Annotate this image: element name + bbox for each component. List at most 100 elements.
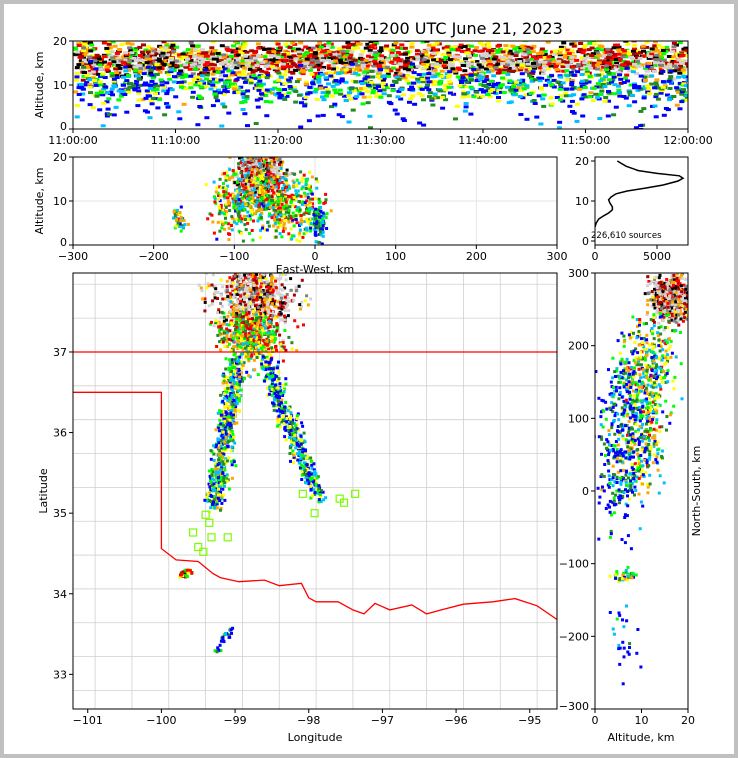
lma-source-cell [274, 196, 278, 200]
lma-source-cell [262, 204, 266, 208]
lma-source-cell [287, 45, 293, 49]
lma-source-cell [495, 62, 501, 66]
lma-source-cell [330, 84, 336, 88]
lma-source-cell [653, 46, 659, 50]
lma-source-cell [254, 168, 258, 172]
lma-source-cell [354, 67, 360, 71]
lma-source-cell [260, 164, 264, 168]
lma-source-cell [627, 65, 633, 69]
lma-source-cell [417, 85, 423, 89]
lma-source-cell [188, 86, 194, 90]
lma-source-cell [198, 57, 204, 61]
lma-source-cell [177, 217, 181, 221]
lma-source-cell [646, 56, 652, 60]
lma-source-cell [242, 179, 246, 183]
lma-source-cell [270, 181, 274, 185]
lma-source-cell [244, 179, 248, 183]
lma-source-cell [81, 42, 87, 46]
lma-source-cell [542, 56, 548, 60]
lma-source-cell [586, 53, 592, 56]
lma-source-cell [127, 58, 133, 62]
lma-source-cell [284, 216, 288, 219]
lma-source-cell [343, 53, 349, 57]
lma-source-cell [627, 52, 632, 56]
lma-source-cell [588, 91, 594, 95]
lma-source-cell [554, 63, 560, 67]
lma-source-cell [560, 65, 566, 69]
lma-source-cell [237, 167, 241, 170]
lma-source-cell [380, 58, 386, 62]
lma-source-cell [645, 65, 651, 69]
lma-source-cell [218, 78, 224, 82]
lma-source-cell [94, 91, 100, 95]
lma-source-cell [80, 92, 86, 96]
lma-source-cell [74, 71, 80, 75]
lma-source-cell [309, 58, 315, 62]
lma-source-cell [301, 200, 305, 204]
lma-source-cell [318, 86, 324, 90]
lma-source-cell [178, 83, 184, 87]
lma-source-cell [390, 89, 396, 92]
lma-source-cell [330, 71, 336, 75]
lma-source-cell [487, 95, 493, 99]
lma-source-cell [548, 96, 554, 100]
lma-source-cell [264, 76, 270, 80]
lma-source-cell [410, 87, 416, 91]
lma-source-cell [553, 65, 559, 69]
lma-source-cell [641, 54, 647, 58]
lma-source-cell [220, 211, 224, 215]
lma-source-cell [470, 53, 476, 57]
lma-source-cell [348, 89, 354, 93]
lma-source-cell [204, 61, 210, 65]
lma-source-cell [293, 90, 299, 93]
lma-source-cell [291, 179, 295, 183]
lma-source-cell [424, 86, 430, 90]
lma-source-cell [132, 65, 138, 69]
lma-source-cell [140, 53, 146, 57]
x-tick-label: 11:50:00 [561, 134, 610, 147]
lma-source-cell [278, 162, 281, 166]
lma-source-cell [190, 72, 196, 76]
lma-source-cell [360, 63, 366, 67]
lma-source-cell [221, 53, 227, 57]
lma-source-cell [294, 189, 298, 193]
lma-source-cell [427, 95, 432, 99]
lma-source-cell [515, 63, 521, 67]
lma-source-cell [320, 113, 326, 117]
lma-source-cell [74, 66, 80, 70]
lma-source-cell [449, 63, 455, 67]
lma-source-cell [217, 320, 221, 324]
lma-source-cell [246, 171, 250, 175]
lma-source-cell [377, 89, 383, 93]
lma-source-cell [222, 190, 226, 194]
lma-source-cell [605, 114, 611, 118]
lma-source-cell [239, 220, 243, 224]
lma-source-cell [188, 54, 194, 58]
lma-source-cell [473, 46, 479, 50]
lma-source-cell [585, 55, 591, 59]
lma-source-cell [323, 200, 327, 204]
lma-source-cell [148, 87, 154, 90]
lma-source-cell [574, 119, 580, 123]
lma-source-cell [463, 85, 469, 89]
lma-source-cell [431, 58, 437, 62]
lma-source-cell [636, 62, 642, 66]
lma-source-cell [81, 65, 87, 69]
lma-source-cell [305, 178, 309, 182]
lma-source-cell [564, 87, 569, 91]
lma-source-cell [200, 60, 206, 63]
lma-source-cell [255, 201, 259, 205]
lma-source-cell [293, 68, 299, 72]
lma-source-cell [567, 104, 573, 108]
lma-source-cell [667, 87, 673, 90]
lma-source-cell [630, 94, 635, 97]
lma-source-cell [511, 66, 517, 70]
lma-source-cell [228, 193, 232, 197]
lma-source-cell [302, 232, 306, 236]
lma-source-cell [306, 54, 312, 58]
lma-source-cell [604, 68, 609, 72]
lma-source-cell [148, 99, 154, 103]
lma-source-cell [386, 94, 392, 98]
lma-source-cell [270, 165, 274, 169]
lma-source-cell [461, 90, 467, 94]
